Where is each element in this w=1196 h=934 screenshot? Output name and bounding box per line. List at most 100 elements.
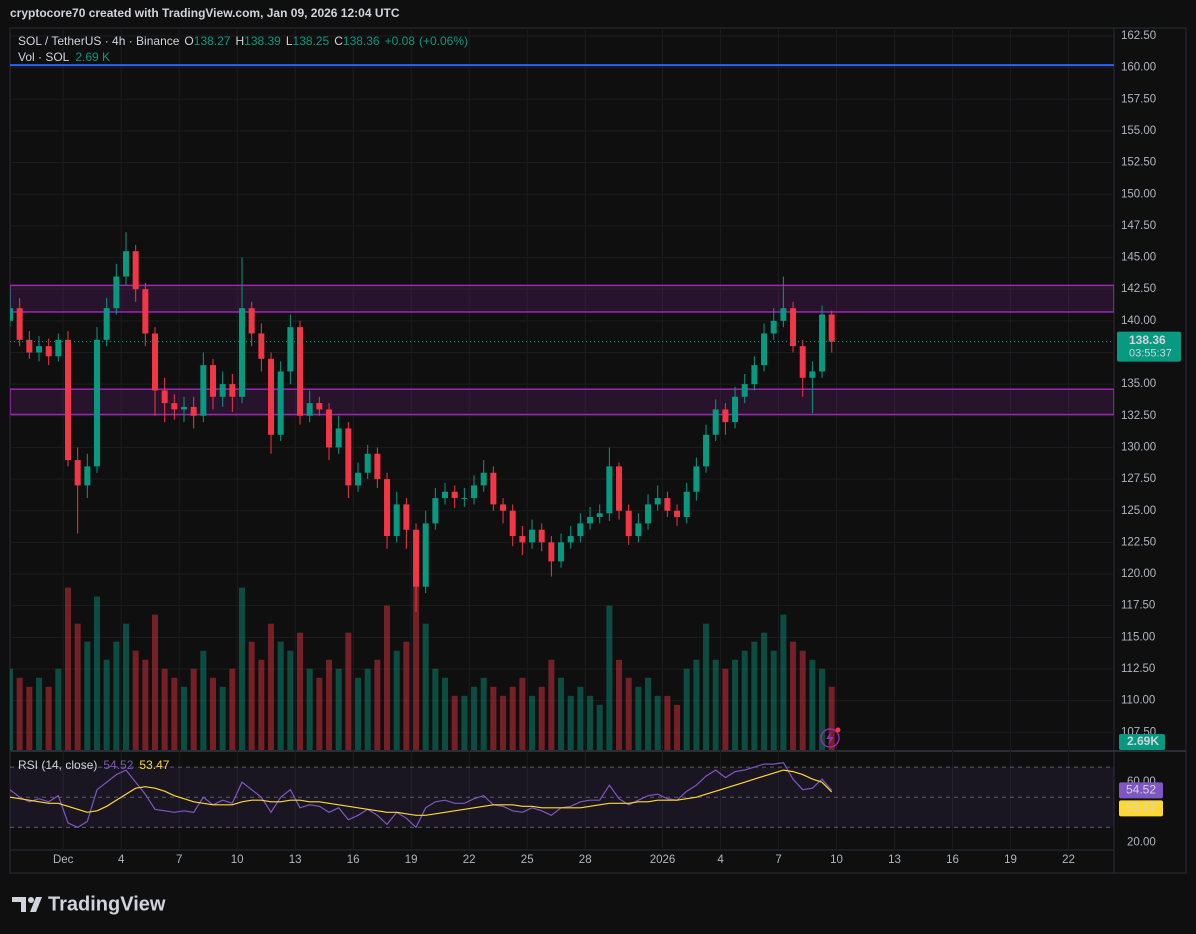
volume-bar <box>635 686 642 750</box>
volume-bar <box>519 677 526 750</box>
candle-body <box>509 510 516 537</box>
candle-body <box>219 384 226 397</box>
volume-bar <box>297 632 304 750</box>
legend-key: L <box>286 34 293 48</box>
volume-bar <box>229 668 236 750</box>
volume-bar <box>790 641 797 750</box>
legend-low: 138.25 <box>293 34 330 48</box>
volume-bar <box>258 659 265 750</box>
volume-bar <box>587 695 594 750</box>
volume-bar <box>548 659 555 750</box>
y-tick-label: 142.50 <box>1121 283 1156 295</box>
candle-body <box>190 406 197 416</box>
legend-close: 138.36 <box>343 34 380 48</box>
candle-body <box>123 251 130 277</box>
candle-body <box>210 365 217 397</box>
volume-bar <box>480 677 487 750</box>
symbol: SOL / TetherUS · 4h · Binance <box>18 34 180 48</box>
y-tick-label: 110.00 <box>1121 695 1155 707</box>
volume-bar <box>355 677 362 750</box>
candle-body <box>403 504 410 530</box>
volume-axis-label: 2.69K <box>1127 734 1159 748</box>
candle-body <box>471 485 478 499</box>
volume-bar <box>306 668 313 750</box>
y-tick-label: 147.50 <box>1121 220 1156 232</box>
candle-body <box>751 365 758 385</box>
volume-bar <box>277 641 284 750</box>
rsi-axis-label: 54.52 <box>1126 783 1156 797</box>
volume-bar <box>26 686 33 750</box>
legend-high: 138.39 <box>244 34 281 48</box>
candle-body <box>277 371 284 435</box>
candle-body <box>558 542 565 562</box>
volume-bar <box>645 677 652 750</box>
volume-bar <box>364 668 371 750</box>
volume-bar <box>799 650 806 750</box>
x-tick-label: 4 <box>118 854 125 866</box>
volume-bar <box>103 659 110 750</box>
candle-body <box>258 333 265 359</box>
candle-body <box>683 491 690 518</box>
candle-body <box>335 428 342 448</box>
volume-bar <box>123 623 130 750</box>
volume-bar <box>683 668 690 750</box>
x-tick-label: 22 <box>1062 854 1075 866</box>
volume-bar <box>451 695 458 750</box>
candle-body <box>364 453 371 473</box>
volume-bar <box>819 668 826 750</box>
candle-body <box>113 276 120 309</box>
candle-body <box>587 517 594 524</box>
volume-bar <box>751 641 758 750</box>
volume-bar <box>94 596 101 750</box>
candle-body <box>384 479 391 537</box>
volume-bar <box>828 686 835 750</box>
candle-body <box>761 333 768 366</box>
y-tick-label: 122.50 <box>1121 536 1156 548</box>
volume-bar <box>596 704 603 750</box>
volume-bar <box>693 659 700 750</box>
volume-bar <box>74 623 81 750</box>
candle-body <box>780 308 787 321</box>
candle-body <box>606 466 613 514</box>
candle-body <box>268 358 275 435</box>
candle-body <box>732 396 739 423</box>
volume-bar <box>674 704 681 750</box>
volume-bar <box>509 686 516 750</box>
candle-body <box>316 403 323 410</box>
candle-body <box>355 472 362 486</box>
y-tick-label: 162.50 <box>1121 30 1156 42</box>
candle-body <box>413 529 420 587</box>
candle-body <box>538 529 545 543</box>
candle-body <box>635 523 642 537</box>
x-tick-label: 25 <box>521 854 534 866</box>
volume-bar <box>161 668 168 750</box>
brand-name: TradingView <box>48 893 166 915</box>
x-tick-label: 10 <box>830 854 843 866</box>
candle-body <box>326 409 333 448</box>
volume-bar <box>239 587 246 750</box>
candle-body <box>306 403 313 416</box>
rsi-box <box>1119 782 1163 799</box>
y-tick-label: 112.50 <box>1121 663 1155 675</box>
volume-bar <box>287 650 294 750</box>
candle-body <box>722 409 729 423</box>
volume-bar <box>577 686 584 750</box>
x-tick-label: 19 <box>1004 854 1017 866</box>
y-tick-label: 125.00 <box>1121 505 1156 517</box>
candle-body <box>132 251 139 290</box>
x-tick-label: 4 <box>717 854 724 866</box>
candle-body <box>664 498 671 511</box>
y-tick-label: 157.50 <box>1121 93 1156 105</box>
candle-body <box>432 498 439 524</box>
candle-body <box>693 466 700 492</box>
candle-body <box>84 466 91 486</box>
volume-legend: Vol · SOL 2.69 K <box>18 50 110 64</box>
volume-value: 2.69 K <box>75 50 110 64</box>
legend-key: O <box>184 34 193 48</box>
alert-icon[interactable] <box>820 727 841 748</box>
volume-bar <box>335 668 342 750</box>
zone <box>10 284 1114 313</box>
y-tick-label: 127.50 <box>1121 473 1156 485</box>
